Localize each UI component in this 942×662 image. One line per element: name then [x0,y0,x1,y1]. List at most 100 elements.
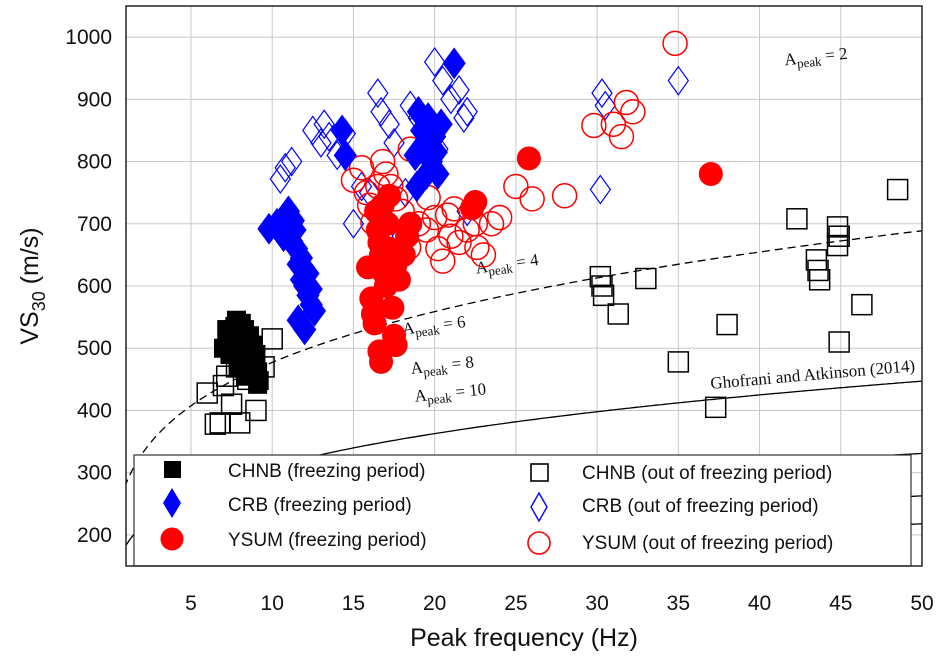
point-crb-freezing-period [424,136,448,169]
x-tick-label: 30 [585,592,608,615]
y-axis-label-unit: (m/s) [16,227,44,291]
point-ysum-freezing-period [383,333,408,358]
point-crb-out-of-freezing-period [667,65,690,96]
point-chnb-out-of-freezing-period [808,269,831,291]
y-axis-label-main: VS [16,311,44,344]
point-ysum-freezing-period [380,295,405,320]
curve-label-apeak: Apeak = 2 [783,44,848,73]
point-crb-freezing-period [299,273,323,305]
point-ysum-out-of-freezing-period [369,148,396,175]
curve-label-subscript: peak [423,362,449,380]
point-chnb-freezing-period [248,374,268,394]
x-tick-label: 15 [342,592,365,615]
point-crb-out-of-freezing-period [432,65,454,96]
curve-label-subscript: peak [487,260,514,278]
y-tick-label: 900 [77,88,112,111]
point-chnb-out-of-freezing-period [220,393,243,415]
point-crb-freezing-period [293,313,317,346]
tick-labels: 5 10 15 20 25 30 35 40 45 50 200 300 400 500 600 700 800… [65,26,933,615]
curve-label-apeak: Apeak = 6 [401,312,467,342]
point-crb-freezing-period [302,295,327,327]
y-tick-label: 400 [77,399,112,422]
point-chnb-out-of-freezing-period [196,382,218,404]
x-tick-label: 35 [667,592,690,615]
point-crb-out-of-freezing-period [367,78,389,109]
legend-marker-crb-out [530,491,548,523]
curve-label-subscript: peak [796,53,822,71]
point-crb-out-of-freezing-period [342,208,365,239]
point-ysum-out-of-freezing-period [470,242,497,268]
point-crb-out-of-freezing-period [594,90,616,121]
point-crb-freezing-period [405,170,429,203]
legend-label-chnb-freezing: CHNB (freezing period) [228,461,425,482]
y-tick-label: 600 [77,275,112,298]
point-chnb-out-of-freezing-period [786,208,808,230]
point-ysum-out-of-freezing-period [434,202,461,228]
curve-label-apeak: Apeak = 10 [414,379,488,408]
point-chnb-out-of-freezing-period [592,284,615,307]
curve-label-suffix: = 10 [450,379,487,402]
point-crb-out-of-freezing-period [589,174,612,205]
point-chnb-out-of-freezing-period [851,293,873,316]
curve-label-prefix: A [410,358,425,378]
x-tick-label: 40 [748,592,771,615]
point-ysum-freezing-period [369,349,394,374]
curve-label-apeak: Apeak = 4 [474,250,540,281]
x-axis-label: Peak frequency (Hz) [410,624,638,652]
y-tick-label: 300 [77,462,112,485]
point-crb-out-of-freezing-period [313,109,335,140]
point-ysum-out-of-freezing-period [486,204,513,231]
point-crb-out-of-freezing-period [453,102,475,134]
point-crb-out-of-freezing-period [456,96,478,127]
curve-label-apeak: Apeak = 8 [410,352,475,381]
curve-label-suffix: = 4 [511,250,540,273]
point-ysum-out-of-freezing-period [608,123,635,150]
point-ysum-freezing-period [398,211,423,236]
point-crb-out-of-freezing-period [274,152,296,183]
y-tick-label: 200 [77,524,112,547]
point-ysum-out-of-freezing-period [662,30,688,57]
legend-label-ysum-freezing: YSUM (freezing period) [228,530,427,551]
point-crb-freezing-period [442,47,466,80]
curve-label-subscript: peak [427,390,453,408]
point-ysum-freezing-period [370,193,395,218]
point-chnb-out-of-freezing-period [704,396,727,419]
point-ysum-freezing-period [362,311,387,336]
point-crb-out-of-freezing-period [302,115,324,146]
point-ysum-out-of-freezing-period [446,229,472,256]
curve-label-suffix: = 6 [438,312,467,334]
point-crb-out-of-freezing-period [591,78,613,109]
legend-marker-chnb-out [530,463,549,482]
curve-label-suffix: = 2 [820,44,848,66]
point-ysum-freezing-period [383,252,408,277]
point-crb-out-of-freezing-period [269,163,292,195]
legend-marker-crb-freezing [163,488,181,518]
x-tick-label: 10 [261,592,284,615]
curve-label-prefix: A [783,49,798,69]
y-tick-label: 800 [77,151,112,174]
legend-marker-ysum-freezing [160,527,184,551]
y-tick-label: 700 [77,213,112,236]
x-tick-label: 20 [423,592,446,615]
curve-label-prefix: A [414,385,429,405]
point-chnb-out-of-freezing-period [667,351,690,373]
point-ysum-out-of-freezing-period [503,173,529,200]
legend-label-chnb-out: CHNB (out of freezing period) [582,463,832,484]
curve-label-suffix: = 8 [446,352,474,374]
point-chnb-out-of-freezing-period [607,303,629,325]
plot-frame [125,5,923,567]
y-tick-label: 500 [77,337,112,360]
legend-marker-ysum-out [527,531,551,555]
point-crb-out-of-freezing-period [440,84,462,115]
point-crb-freezing-period [429,108,453,141]
point-ysum-out-of-freezing-period [620,99,646,125]
point-ysum-out-of-freezing-period [348,155,375,181]
point-crb-out-of-freezing-period [423,46,446,78]
point-ysum-out-of-freezing-period [438,223,464,249]
point-ysum-out-of-freezing-period [478,211,505,237]
point-ysum-out-of-freezing-period [600,111,627,137]
data-markers [196,30,909,435]
point-chnb-out-of-freezing-period [245,399,267,422]
